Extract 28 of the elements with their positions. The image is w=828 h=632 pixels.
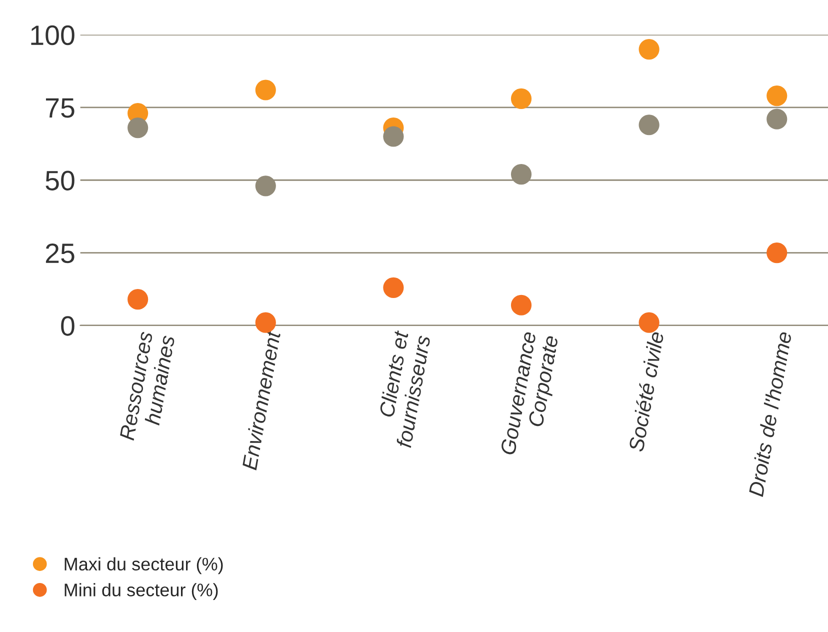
- point: [383, 277, 404, 298]
- point: [128, 289, 148, 310]
- y-tick-label: 50: [46, 170, 74, 190]
- point: [638, 38, 660, 60]
- point: [255, 312, 276, 333]
- x-tick-label: Société civile: [628, 331, 664, 452]
- legend-label: Mini du secteur (%): [64, 583, 218, 600]
- y-tick-label: 25: [46, 243, 74, 264]
- point: [766, 108, 788, 130]
- x-tick-label: Ressources humaines: [120, 330, 175, 441]
- x-tick-label: Gouvernance Corporate: [500, 331, 562, 456]
- point: [638, 312, 660, 333]
- y-tick-label: 0: [61, 316, 74, 336]
- point: [510, 164, 532, 185]
- point: [128, 117, 148, 138]
- point: [383, 126, 404, 147]
- legend-label: Maxi du secteur (%): [64, 557, 223, 574]
- point: [766, 86, 788, 106]
- point: [766, 242, 788, 264]
- point: [510, 88, 532, 110]
- x-tick-label: Droits de l'homme: [748, 331, 792, 498]
- point: [638, 114, 660, 136]
- point: [510, 294, 532, 316]
- point: [255, 176, 276, 196]
- point: [255, 80, 276, 100]
- y-tick-label: 100: [31, 25, 74, 46]
- y-tick-label: 75: [46, 98, 74, 118]
- x-tick-label: Clients et fournisseurs: [378, 330, 431, 448]
